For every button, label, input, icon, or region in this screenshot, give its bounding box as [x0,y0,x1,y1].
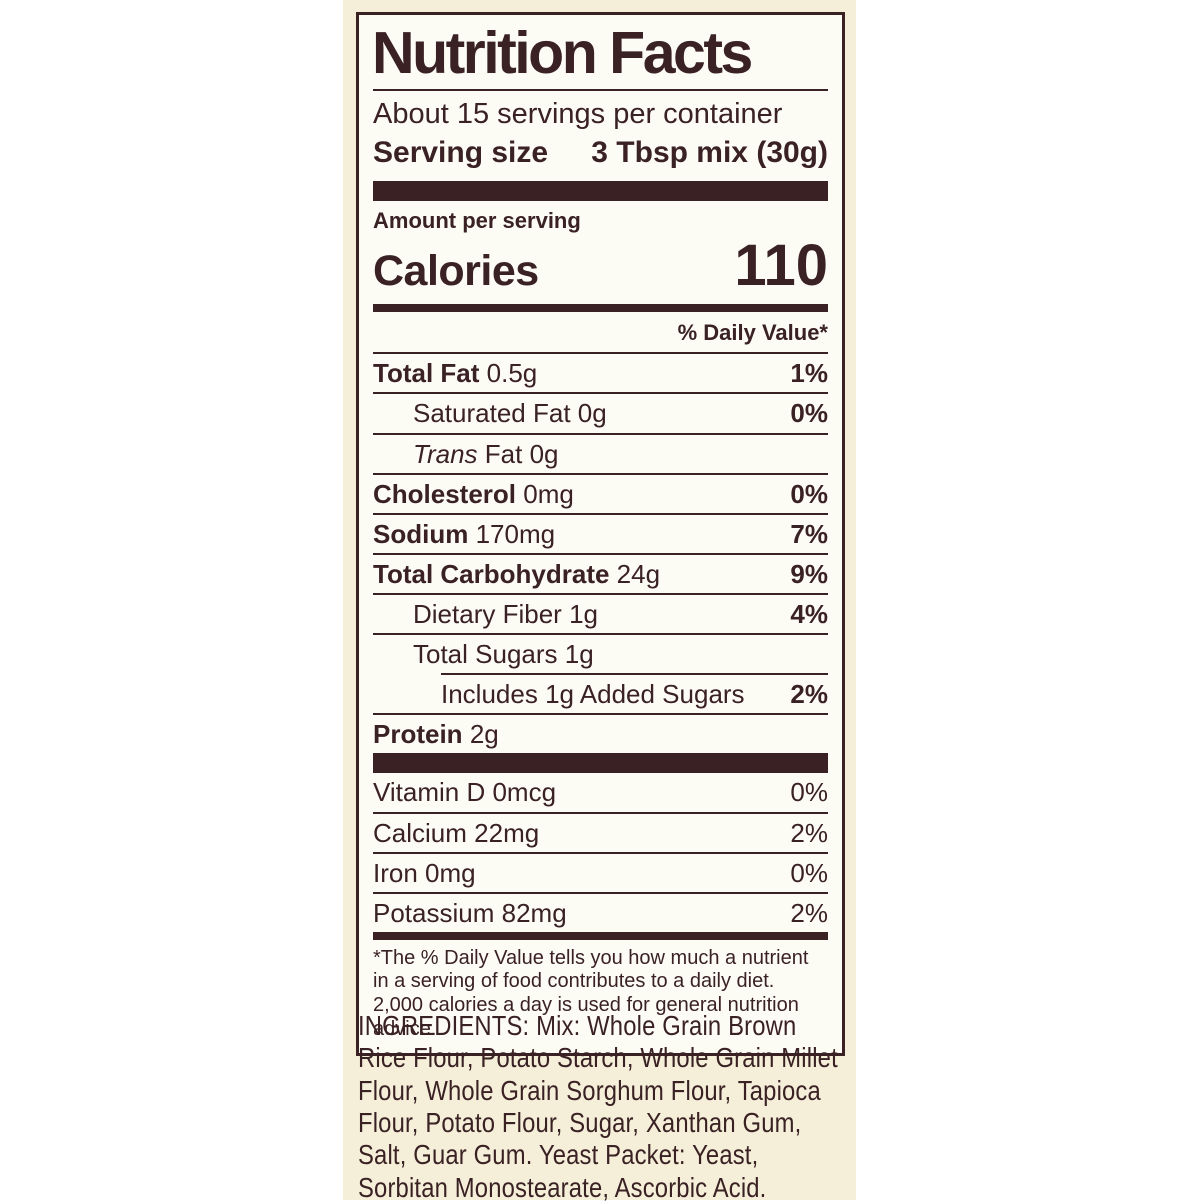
nutrient-amount: 0mg [425,857,476,888]
nutrient-daily-value: 1% [790,358,828,389]
calories-row: Calories 110 [373,232,828,304]
title-divider [373,89,828,92]
nutrient-name: Iron [373,857,418,888]
nutrient-row-protein: Protein 2g [373,713,828,753]
micronutrient-rows-section: Vitamin D 0mcg 0% Calcium 22mg 2% Iron 0… [373,773,828,931]
nutrient-name: Total Carbohydrate [373,558,610,589]
nutrient-amount: 0mcg [492,777,557,808]
nutrient-amount: 2g [469,719,499,750]
serving-size-row: Serving size 3 Tbsp mix (30g) [373,133,828,181]
nutrient-row-saturated-fat: Saturated Fat 0g 0% [373,392,828,432]
ingredients-list: INGREDIENTS: Mix: Whole Grain Brown Rice… [358,1010,838,1203]
nutrient-amount: 82mg [501,897,567,928]
nutrient-name: Calcium [373,817,467,848]
nutrient-daily-value: 9% [790,558,828,589]
nutrient-daily-value: 2% [790,897,828,928]
nutrition-facts-label: Nutrition Facts About 15 servings per co… [356,12,845,1057]
nutrient-name: Includes 1g Added Sugars [441,679,745,710]
nutrient-row-total-carbohydrate: Total Carbohydrate 24g 9% [373,552,828,593]
medium-separator-bar-bottom [373,931,828,940]
nutrient-row-total-fat: Total Fat 0.5g 1% [373,352,828,392]
nutrient-name: Total Sugars [413,639,558,670]
micronutrient-row-vitamin-d: Vitamin D 0mcg 0% [373,773,828,811]
nutrient-daily-value: 0% [790,777,828,808]
nutrient-name: Potassium [373,897,495,928]
amount-per-serving-label: Amount per serving [373,208,581,234]
cream-background-band: Nutrition Facts About 15 servings per co… [343,0,856,1203]
daily-value-footnote: *The % Daily Value tells you how much a … [373,946,809,1040]
label-title: Nutrition Facts [372,20,753,86]
nutrient-daily-value: 7% [790,518,828,549]
nutrient-rows-section: Total Fat 0.5g 1% Saturated Fat 0g 0% Tr… [373,352,828,753]
medium-separator-bar-calories [373,304,828,313]
nutrient-amount: 0mg [523,478,574,509]
micronutrient-row-potassium: Potassium 82mg 2% [373,891,828,932]
nutrient-daily-value: 2% [790,817,828,848]
calories-value: 110 [734,233,828,299]
micronutrient-row-iron: Iron 0mg 0% [373,851,828,892]
nutrient-row-sodium: Sodium 170mg 7% [373,512,828,553]
nutrient-amount: 1g [564,639,594,670]
nutrient-amount: 22mg [474,817,540,848]
micronutrient-row-calcium: Calcium 22mg 2% [373,811,828,852]
daily-value-header: % Daily Value* [677,320,828,346]
nutrient-daily-value: 0% [790,478,828,509]
serving-size-value: 3 Tbsp mix (30g) [591,136,828,170]
thick-separator-bar-middle [373,753,828,774]
nutrient-amount: 0g [529,438,559,469]
nutrient-name: Total Fat [373,358,480,389]
nutrient-amount: 0.5g [486,358,538,389]
nutrient-name-italic: Trans [413,438,478,469]
nutrient-name: Cholesterol [373,478,517,509]
nutrient-daily-value: 2% [790,679,828,710]
calories-label: Calories [373,247,539,296]
nutrient-name: Protein [373,719,463,750]
nutrient-name: Vitamin D [373,777,486,808]
nutrient-row-added-sugars: Includes 1g Added Sugars 2% [441,673,828,713]
nutrient-daily-value: 0% [790,857,828,888]
nutrient-row-cholesterol: Cholesterol 0mg 0% [373,472,828,513]
serving-size-label: Serving size [373,136,549,170]
nutrient-amount: 170mg [475,518,556,549]
nutrient-name: Fat [484,438,523,469]
nutrient-amount: 1g [569,599,598,630]
nutrient-row-dietary-fiber: Dietary Fiber 1g 4% [373,593,828,633]
nutrient-name: Sodium [373,518,469,549]
nutrient-daily-value: 0% [790,398,828,429]
nutrient-daily-value: 4% [790,599,828,630]
nutrient-name: Saturated Fat [413,398,571,429]
nutrient-name: Dietary Fiber [413,599,562,630]
thick-separator-bar-top [373,181,828,202]
nutrient-row-trans-fat: Trans Fat 0g [373,432,828,473]
nutrient-amount: 0g [577,398,607,429]
nutrient-amount: 24g [616,558,661,589]
servings-per-container: About 15 servings per container [373,98,783,131]
nutrient-row-total-sugars: Total Sugars 1g [373,633,828,673]
